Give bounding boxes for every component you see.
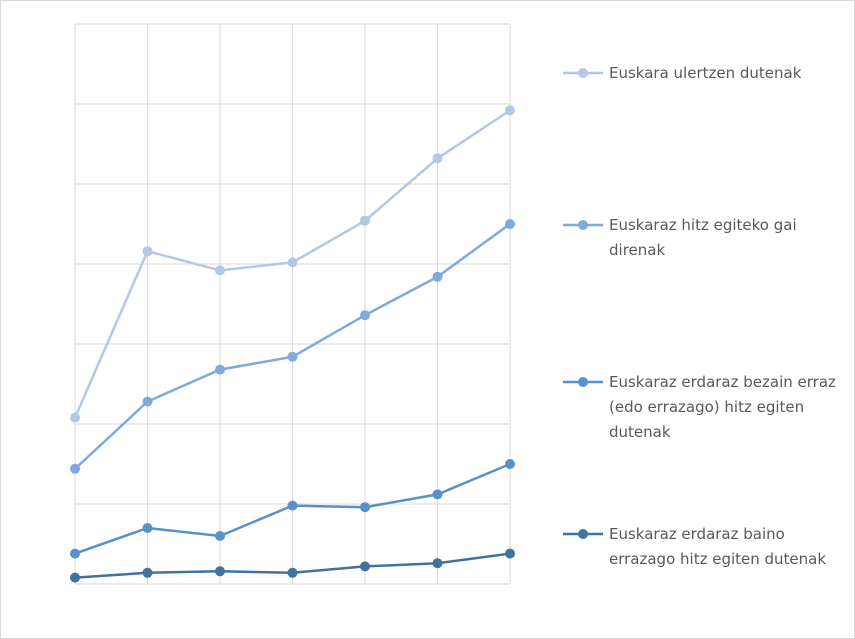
data-point [360,310,370,321]
legend-label: Euskara ulertzen dutenak [609,64,802,82]
data-point [360,215,370,226]
legend-label: Euskaraz erdaraz bezain erraz (edo erraz… [609,373,836,441]
data-point [215,364,225,375]
data-point [505,459,515,469]
data-point [287,257,298,268]
data-point [70,412,80,423]
data-point [287,351,298,362]
legend-marker-icon [563,68,603,78]
data-point [505,105,515,116]
data-point [505,548,515,559]
data-point [142,523,153,533]
data-point [360,502,370,513]
data-point [70,548,80,559]
data-point [432,153,443,164]
data-point [70,463,80,474]
legend-marker-icon [563,220,603,230]
data-point [142,567,153,578]
data-point [432,558,443,569]
data-point [287,500,298,511]
data-point [215,265,225,276]
data-point [215,566,225,577]
data-point [215,531,225,541]
legend-marker-icon [563,529,603,539]
legend-label: Euskaraz hitz egiteko gai direnak [609,216,797,259]
data-point [142,396,153,407]
data-point [432,489,443,500]
data-point [432,271,443,282]
data-point [360,561,370,572]
legend-label: Euskaraz erdaraz baino errazago hitz egi… [609,525,827,568]
data-point [142,246,153,257]
data-point [287,567,298,578]
legend-marker-icon [563,377,603,387]
data-point [70,572,80,583]
data-point [505,219,515,229]
